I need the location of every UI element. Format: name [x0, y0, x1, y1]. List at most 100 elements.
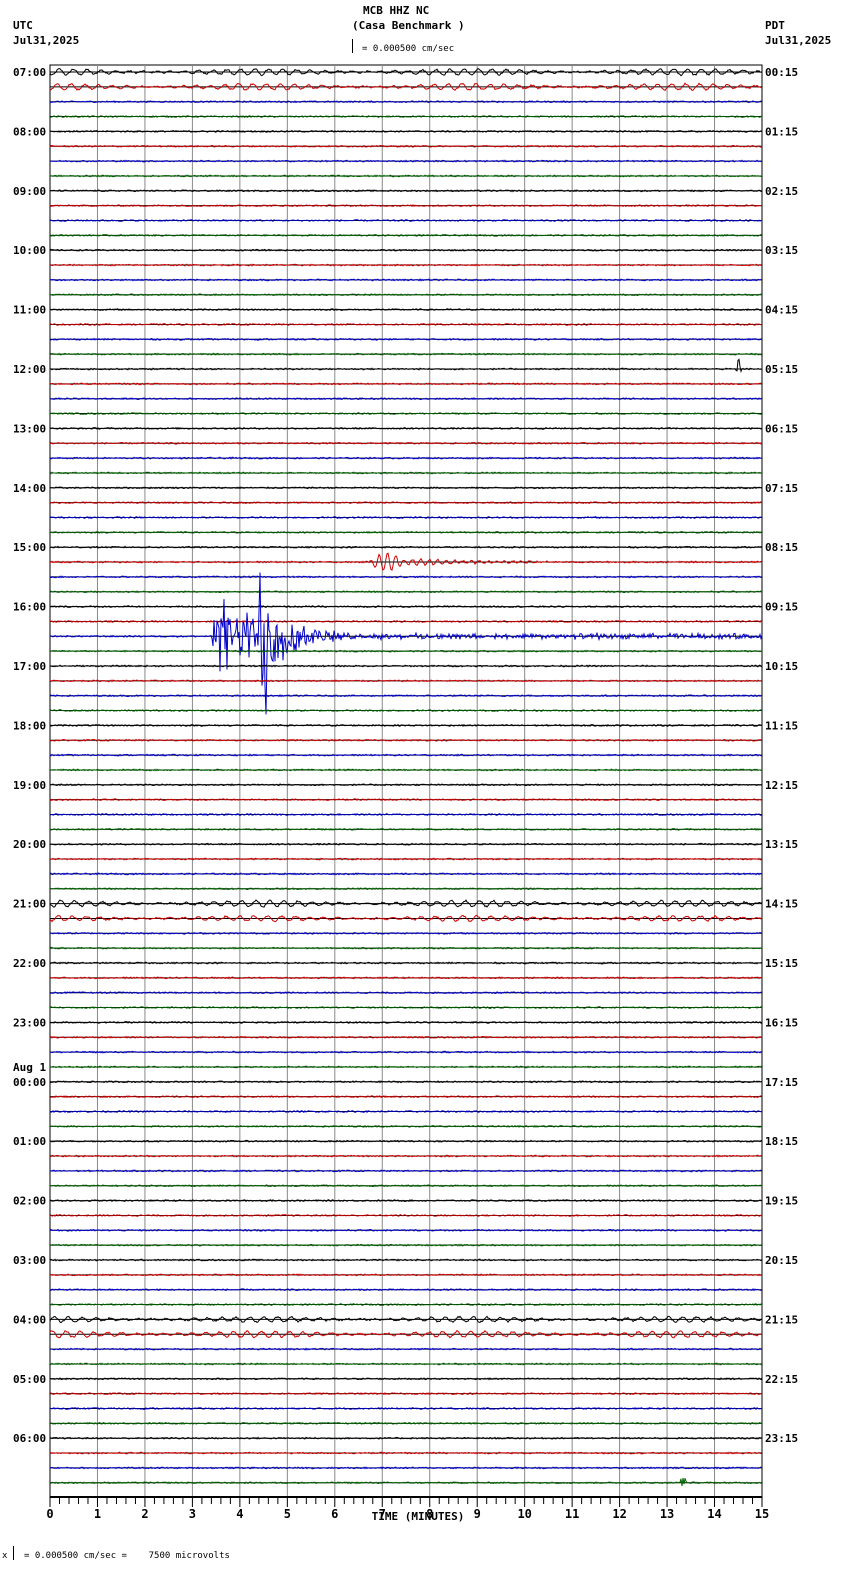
trace-row [50, 1259, 762, 1261]
pdt-hour-label: 19:15 [765, 1195, 798, 1208]
trace-row [50, 264, 762, 266]
pdt-hour-label: 04:15 [765, 304, 798, 317]
x-tick-label: 3 [189, 1507, 196, 1521]
trace-row [50, 992, 762, 994]
trace-row [50, 1022, 762, 1024]
trace-row [50, 116, 762, 118]
trace-row [50, 977, 762, 979]
x-tick-label: 14 [707, 1507, 721, 1521]
trace-row [50, 784, 762, 786]
utc-hour-label: 23:00 [13, 1016, 46, 1029]
trace-row [50, 1230, 762, 1232]
pdt-hour-label: 17:15 [765, 1076, 798, 1089]
trace-row [50, 799, 762, 801]
trace-row [50, 353, 762, 355]
utc-hour-label: 22:00 [13, 957, 46, 970]
utc-hour-label: 16:00 [13, 601, 46, 614]
trace-row [50, 1051, 762, 1053]
utc-hour-label: 03:00 [13, 1254, 46, 1267]
trace-row [50, 695, 762, 697]
utc-hour-label: 18:00 [13, 719, 46, 732]
trace-row [50, 160, 762, 162]
trace-row [50, 502, 762, 504]
trace-row [50, 428, 762, 430]
trace-row [50, 443, 762, 445]
trace-row [50, 205, 762, 207]
trace-row [50, 573, 762, 715]
trace-row [50, 1037, 762, 1039]
pdt-hour-label: 08:15 [765, 541, 798, 554]
utc-hour-label: 01:00 [13, 1135, 46, 1148]
utc-hour-label: 14:00 [13, 482, 46, 495]
pdt-hour-label: 20:15 [765, 1254, 798, 1267]
utc-hour-label: 15:00 [13, 541, 46, 554]
trace-row [50, 1378, 762, 1380]
x-tick-label: 6 [331, 1507, 338, 1521]
trace-row [50, 1155, 762, 1157]
utc-hour-label: 20:00 [13, 838, 46, 851]
trace-row [50, 517, 762, 519]
trace-row [50, 359, 762, 371]
utc-hour-label: 07:00 [13, 66, 46, 79]
trace-row [50, 576, 762, 578]
trace-row [50, 1140, 762, 1142]
x-tick-label: 11 [565, 1507, 579, 1521]
pdt-hour-label: 00:15 [765, 66, 798, 79]
utc-hour-label: 04:00 [13, 1313, 46, 1326]
trace-row [50, 339, 762, 341]
footer-marker: x [2, 1550, 7, 1562]
trace-row [50, 829, 762, 831]
trace-row [50, 1170, 762, 1172]
trace-row [50, 532, 762, 534]
pdt-hour-label: 11:15 [765, 719, 798, 732]
utc-hour-label: 17:00 [13, 660, 46, 673]
trace-row [50, 1215, 762, 1217]
pdt-hour-label: 14:15 [765, 898, 798, 911]
trace-row [50, 1363, 762, 1365]
x-axis-title: TIME (MINUTES) [372, 1510, 465, 1523]
pdt-hour-label: 22:15 [765, 1373, 798, 1386]
pdt-hour-label: 21:15 [765, 1313, 798, 1326]
x-tick-label: 15 [755, 1507, 769, 1521]
utc-hour-label: 00:00 [13, 1076, 46, 1089]
trace-row [50, 131, 762, 133]
x-tick-label: 12 [612, 1507, 626, 1521]
trace-row [50, 309, 762, 311]
trace-row [50, 591, 762, 593]
trace-row [50, 1408, 762, 1410]
x-tick-label: 2 [141, 1507, 148, 1521]
utc-hour-label: 12:00 [13, 363, 46, 376]
trace-row [50, 457, 762, 459]
trace-row [50, 621, 762, 623]
pdt-hour-label: 18:15 [765, 1135, 798, 1148]
footer-scale-note: = 0.000500 cm/sec = 7500 microvolts [24, 1550, 230, 1562]
pdt-hour-label: 07:15 [765, 482, 798, 495]
x-tick-label: 5 [284, 1507, 291, 1521]
trace-row [50, 235, 762, 237]
utc-hour-label: 13:00 [13, 422, 46, 435]
trace-row [50, 858, 762, 860]
utc-hour-label: 09:00 [13, 185, 46, 198]
utc-hour-label: 06:00 [13, 1432, 46, 1445]
trace-row [50, 1304, 762, 1306]
pdt-hour-label: 06:15 [765, 422, 798, 435]
x-tick-label: 4 [236, 1507, 243, 1521]
x-tick-label: 1 [94, 1507, 101, 1521]
x-tick-label: 9 [474, 1507, 481, 1521]
pdt-hour-label: 10:15 [765, 660, 798, 673]
trace-row [50, 1348, 762, 1350]
trace-row [50, 1244, 762, 1246]
trace-row [50, 725, 762, 727]
trace-row [50, 947, 762, 949]
trace-row [50, 933, 762, 935]
trace-row [50, 190, 762, 192]
trace-row [50, 1081, 762, 1083]
trace-row [50, 1289, 762, 1291]
trace-row [50, 665, 762, 667]
utc-hour-label: 02:00 [13, 1195, 46, 1208]
trace-row [50, 1467, 762, 1469]
date-change-label: Aug 1 [13, 1061, 46, 1074]
trace-row [50, 1126, 762, 1128]
utc-hour-label: 08:00 [13, 125, 46, 138]
trace-row [50, 1478, 762, 1486]
